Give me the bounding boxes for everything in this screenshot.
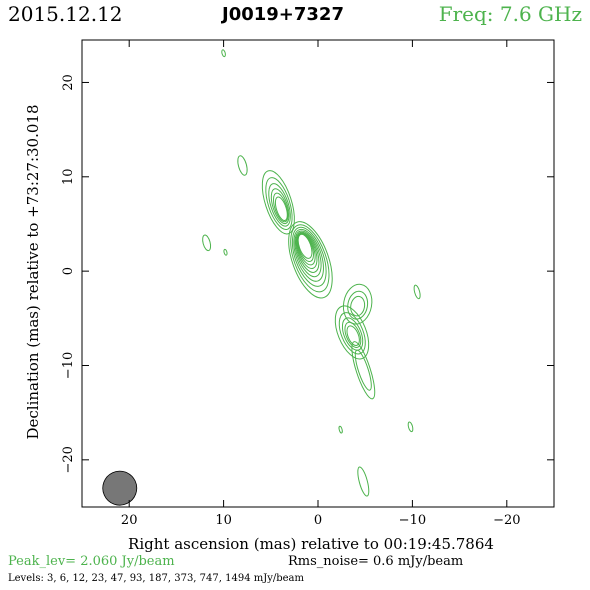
plot-frame bbox=[81, 39, 555, 508]
contour-island bbox=[407, 421, 414, 433]
contour-core bbox=[294, 230, 322, 278]
contour-jet-knot-sw bbox=[341, 317, 364, 351]
contour-jet-knot-ne bbox=[265, 177, 293, 231]
axis-ticks: 20 10 0 −10 −20 20 10 0 −10 −20 bbox=[61, 40, 554, 528]
x-tick-label: 0 bbox=[314, 513, 322, 528]
contour-jet-knot-sw bbox=[346, 325, 360, 346]
y-tick-label: −20 bbox=[61, 446, 76, 473]
contour-island bbox=[413, 284, 421, 300]
rms-noise: Rms_noise= 0.6 mJy/beam bbox=[288, 554, 464, 569]
epoch-date: 2015.12.12 bbox=[8, 2, 123, 26]
contour-core bbox=[288, 221, 333, 299]
contour-island bbox=[338, 425, 343, 434]
contour-core bbox=[290, 224, 330, 293]
contour-island bbox=[221, 49, 226, 58]
contour-jet-lobe-w bbox=[342, 283, 373, 325]
contour-core bbox=[293, 228, 324, 282]
x-tick-label: 10 bbox=[215, 513, 232, 528]
contour-island bbox=[223, 248, 228, 256]
y-tick-label: 0 bbox=[61, 267, 76, 275]
contour-core bbox=[297, 233, 313, 259]
contour-jet-lobe-w bbox=[350, 295, 366, 317]
beam-layer bbox=[102, 470, 138, 506]
contour-jet-knot-ne bbox=[261, 170, 295, 235]
x-tick-label: −10 bbox=[399, 513, 426, 528]
contour-jet-knot-ne bbox=[274, 196, 288, 222]
contour-core bbox=[296, 232, 318, 270]
contour-core bbox=[291, 226, 327, 287]
peak-level: Peak_lev= 2.060 Jy/beam bbox=[8, 554, 175, 569]
contour-core bbox=[295, 231, 320, 273]
contour-jet-knot-sw bbox=[344, 321, 362, 348]
contour-island bbox=[357, 466, 370, 497]
frequency-label: Freq: 7.6 GHz bbox=[438, 2, 582, 26]
contour-island bbox=[202, 234, 212, 252]
contour-layer bbox=[202, 49, 421, 497]
contour-jet-knot-ne bbox=[268, 183, 291, 227]
contour-jet-lobe-w bbox=[347, 290, 369, 320]
y-tick-label: −10 bbox=[61, 352, 76, 379]
contour-jet-extended-sw bbox=[354, 349, 372, 391]
restoring-beam bbox=[102, 470, 138, 506]
contour-jet-knot-sw bbox=[334, 305, 370, 360]
contour-island bbox=[237, 155, 248, 176]
contour-levels: Levels: 3, 6, 12, 23, 47, 93, 187, 373, … bbox=[8, 573, 305, 584]
contour-jet-knot-ne bbox=[270, 188, 290, 225]
source-name: J0019+7327 bbox=[222, 4, 344, 25]
contour-jet-extended-sw bbox=[351, 341, 376, 400]
x-tick-label: 20 bbox=[121, 513, 138, 528]
y-tick-label: 20 bbox=[61, 74, 76, 91]
contour-jet-knot-ne bbox=[273, 192, 289, 223]
x-tick-label: −20 bbox=[493, 513, 520, 528]
y-tick-label: 10 bbox=[61, 169, 76, 186]
x-axis-label: Right ascension (mas) relative to 00:19:… bbox=[128, 535, 494, 553]
y-axis-label: Declination (mas) relative to +73:27:30.… bbox=[24, 104, 42, 439]
